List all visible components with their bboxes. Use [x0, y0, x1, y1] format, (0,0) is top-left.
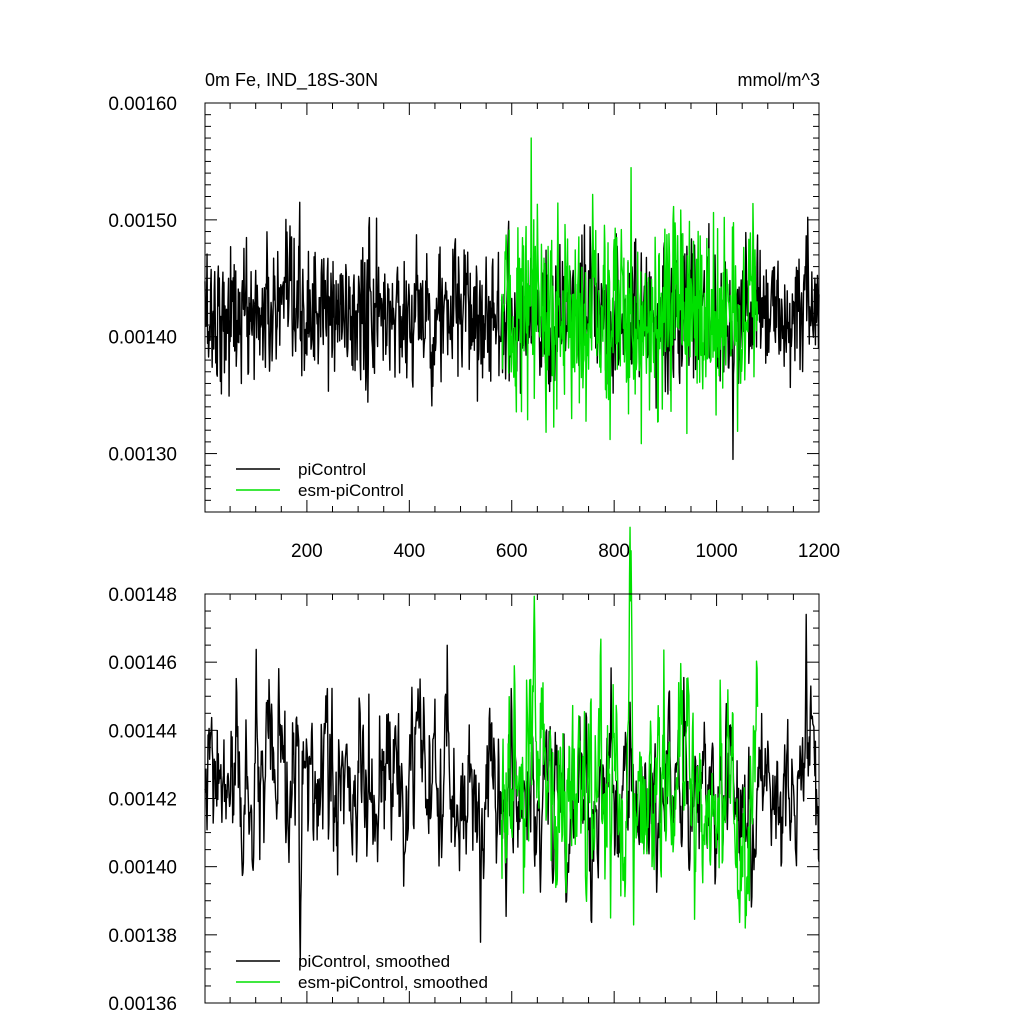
top-y-tick-label: 0.00150: [108, 211, 177, 232]
top-y-tick-label: 0.00130: [108, 445, 177, 466]
top-series-layer: [204, 137, 820, 461]
bottom-y-tick-label: 0.00136: [108, 994, 177, 1015]
bottom-y-tick-label: 0.00144: [108, 721, 177, 742]
top-x-tick-label: 1000: [695, 541, 737, 562]
bottom-series-layer: [204, 526, 820, 967]
bottom-y-tick-label: 0.00140: [108, 858, 177, 879]
top-series-line-esm-picontrol: [500, 137, 759, 445]
bottom-y-tick-label: 0.00142: [108, 790, 177, 811]
bottom-panel: 0.00136 0.00138 0.00140 0.00142 0.00144 0.001…: [108, 526, 820, 1015]
top-panel-title: 0m Fe, IND_18S-30N: [205, 70, 378, 91]
top-x-tick-label: 1200: [798, 541, 840, 562]
top-panel: 0m Fe, IND_18S-30N mmol/m^3 200 400 600 800…: [108, 70, 840, 562]
top-x-tick-label: 600: [496, 541, 528, 562]
top-y-tick-label: 0.00160: [108, 94, 177, 115]
bottom-legend-label-esm-picontrol: esm-piControl, smoothed: [298, 973, 488, 992]
bottom-y-tick-label: 0.00148: [108, 585, 177, 606]
bottom-series-line-esm-picontrol-smoothed: [500, 526, 759, 929]
top-legend-label-picontrol: piControl: [298, 460, 366, 479]
bottom-legend-label-picontrol: piControl, smoothed: [298, 952, 450, 971]
bottom-y-tick-label: 0.00138: [108, 926, 177, 947]
top-x-tick-label: 400: [393, 541, 425, 562]
bottom-legend: piControl, smoothed esm-piControl, smoot…: [236, 952, 488, 992]
top-legend-label-esm-picontrol: esm-piControl: [298, 481, 404, 500]
bottom-axes-layer: 0.00136 0.00138 0.00140 0.00142 0.00144 0.001…: [108, 585, 820, 1015]
bottom-y-tick-label: 0.00146: [108, 653, 177, 674]
top-axes-layer: 200 400 600 800 1000 1200 0.00130 0.00140 0.0015…: [108, 94, 840, 562]
top-x-tick-label: 800: [598, 541, 630, 562]
top-panel-units: mmol/m^3: [738, 70, 820, 90]
top-legend: piControl esm-piControl: [236, 460, 404, 500]
top-y-tick-label: 0.00140: [108, 328, 177, 349]
bottom-series-line-picontrol-smoothed: [204, 613, 820, 967]
top-x-tick-label: 200: [291, 541, 323, 562]
